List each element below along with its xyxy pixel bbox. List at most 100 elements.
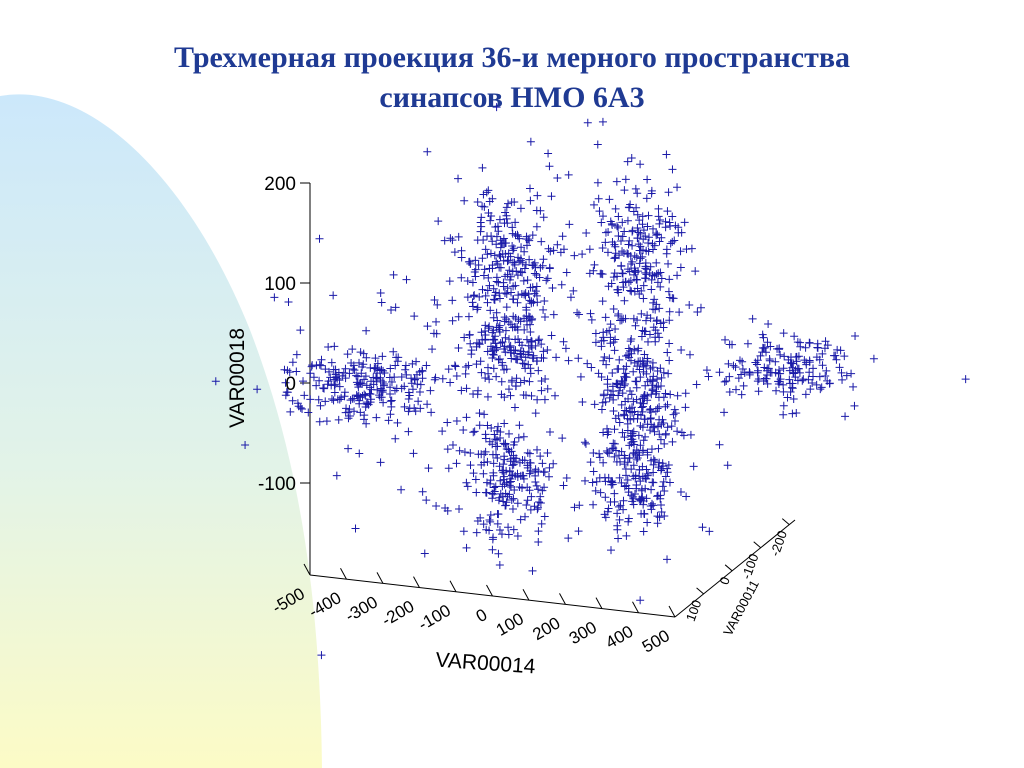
data-point <box>376 458 385 467</box>
z-axis-label: VAR00011 <box>720 577 762 638</box>
data-point <box>486 306 495 315</box>
data-point <box>504 530 513 539</box>
data-point <box>534 485 543 494</box>
data-point <box>488 440 497 449</box>
data-point <box>372 413 381 422</box>
x-axis-label: VAR00014 <box>435 649 537 679</box>
data-point <box>526 505 535 514</box>
x-tick-label: 200 <box>529 613 563 644</box>
data-point <box>526 466 535 475</box>
data-point <box>526 196 535 205</box>
data-point <box>548 284 557 292</box>
data-point <box>578 397 587 406</box>
data-point <box>362 326 371 335</box>
data-point <box>677 345 686 354</box>
data-point <box>654 212 663 221</box>
data-point <box>614 534 623 543</box>
data-point <box>494 549 503 558</box>
data-point <box>359 349 368 358</box>
z-tick-label: 0 <box>716 575 733 587</box>
data-point <box>720 377 729 386</box>
data-point <box>627 349 636 358</box>
data-point <box>531 341 540 350</box>
data-point <box>284 297 293 306</box>
data-point <box>632 455 641 464</box>
data-point <box>483 286 492 295</box>
data-point <box>789 395 798 404</box>
slide-title-line-2: синапсов НМО 6А3 <box>379 81 645 114</box>
data-point <box>633 223 642 232</box>
data-point <box>521 353 530 362</box>
data-point <box>327 358 336 367</box>
data-point <box>464 257 473 266</box>
data-point <box>614 231 623 240</box>
data-point <box>735 356 744 365</box>
x-tick-label: 500 <box>639 626 673 657</box>
data-point <box>534 503 543 512</box>
data-point <box>604 473 613 482</box>
data-point <box>482 478 491 487</box>
data-point <box>681 403 690 412</box>
data-point <box>624 344 633 353</box>
data-point <box>443 445 452 454</box>
data-point <box>469 428 478 437</box>
data-point <box>492 232 501 241</box>
data-point <box>653 230 662 239</box>
data-point <box>621 369 630 378</box>
data-point <box>530 502 539 511</box>
data-point <box>296 403 305 412</box>
data-point <box>679 431 688 440</box>
data-point <box>463 482 472 491</box>
data-point <box>532 357 541 366</box>
data-point <box>598 117 607 126</box>
data-point <box>805 338 814 347</box>
data-point <box>366 390 375 399</box>
data-point <box>685 301 694 310</box>
data-point <box>656 501 665 510</box>
data-point <box>616 501 625 510</box>
data-point <box>762 366 771 375</box>
x-tick-label: -500 <box>269 584 308 617</box>
data-point <box>457 273 466 282</box>
data-point <box>432 317 441 326</box>
data-point <box>397 373 406 382</box>
data-point <box>408 385 417 394</box>
data-point <box>444 464 453 473</box>
data-point <box>448 441 457 450</box>
data-point <box>420 549 429 558</box>
data-point <box>594 194 603 203</box>
data-point <box>315 234 324 243</box>
data-point <box>832 355 841 364</box>
data-point <box>520 376 529 385</box>
data-point <box>505 266 514 275</box>
data-point <box>539 255 548 264</box>
data-point <box>668 237 677 246</box>
data-point <box>631 474 640 483</box>
data-point <box>438 427 447 436</box>
data-point <box>469 389 478 398</box>
data-point <box>613 521 622 530</box>
data-point <box>653 375 662 384</box>
data-point <box>387 306 396 315</box>
data-point <box>518 268 527 277</box>
data-point <box>681 389 690 398</box>
data-point <box>612 177 621 186</box>
data-point <box>479 520 488 529</box>
data-point <box>427 408 436 417</box>
data-point <box>641 262 650 271</box>
data-point <box>532 282 541 291</box>
data-point <box>340 392 349 401</box>
data-point <box>377 298 386 307</box>
data-point <box>668 437 677 446</box>
data-point <box>636 421 645 430</box>
data-point <box>626 286 635 295</box>
data-point <box>725 372 734 381</box>
data-point <box>463 293 472 302</box>
data-point <box>638 220 647 229</box>
data-point <box>624 203 633 212</box>
data-point <box>386 364 395 373</box>
data-point <box>640 415 649 424</box>
data-point <box>653 512 662 521</box>
data-point <box>495 263 504 272</box>
